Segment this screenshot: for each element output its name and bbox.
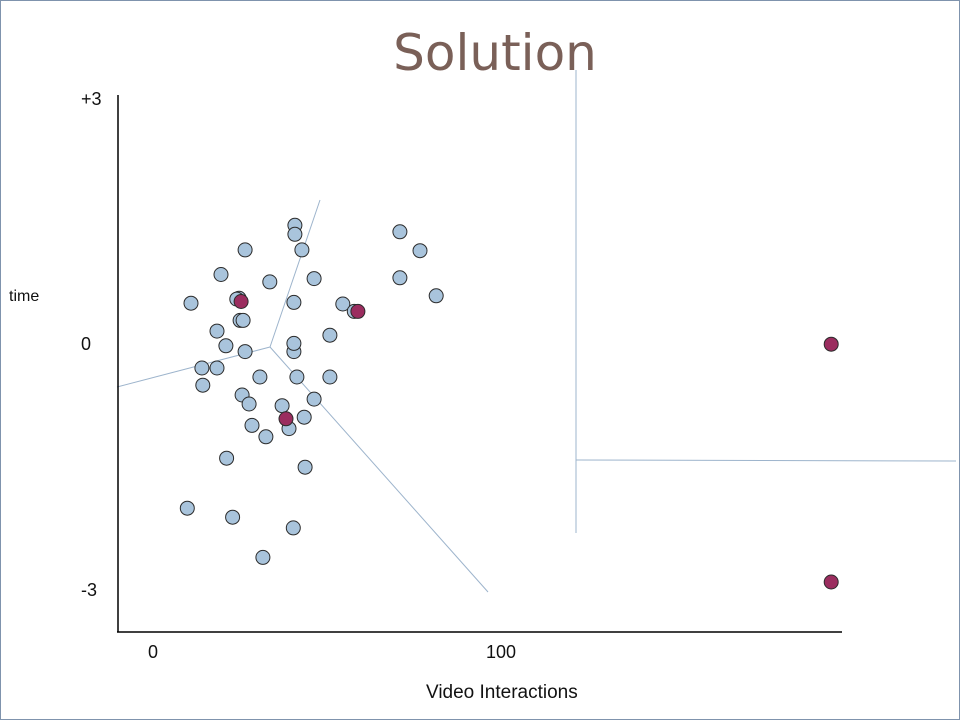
- cluster-point-37: [296, 409, 312, 425]
- cluster-point-8: [262, 274, 278, 290]
- cluster-point-9: [306, 271, 322, 287]
- cluster-point-3: [237, 242, 253, 258]
- cluster-point-34: [306, 391, 322, 407]
- page-title: Solution: [393, 24, 597, 82]
- cluster-point-19: [209, 323, 225, 339]
- cluster-point-35: [241, 396, 257, 412]
- cluster-point-20: [235, 312, 251, 328]
- cluster-point-27: [209, 360, 225, 376]
- cluster-point-11: [428, 288, 444, 304]
- highlight-point-5: [823, 574, 839, 590]
- divider-line-5: [575, 459, 957, 462]
- cluster-point-38: [219, 450, 235, 466]
- cluster-point-31: [195, 377, 211, 393]
- y-tick-label-top: +3: [81, 89, 102, 109]
- data-points: [179, 217, 839, 590]
- cluster-point-44: [285, 520, 301, 536]
- highlight-point-3: [278, 411, 294, 427]
- cluster-point-6: [412, 243, 428, 259]
- divider-line-3: [269, 346, 489, 593]
- cluster-point-14: [286, 294, 302, 310]
- cluster-divider-lines: [116, 70, 957, 593]
- cluster-point-15: [335, 296, 351, 312]
- cluster-point-5: [392, 224, 408, 240]
- highlight-point-2: [350, 303, 366, 319]
- cluster-point-33: [274, 398, 290, 414]
- cluster-point-24: [237, 344, 253, 360]
- cluster-point-7: [213, 267, 229, 282]
- y-axis-label: time: [9, 288, 40, 305]
- cluster-point-10: [392, 270, 408, 286]
- cluster-point-45: [255, 549, 271, 565]
- cluster-point-30: [322, 369, 338, 385]
- cluster-point-41: [297, 459, 313, 475]
- axes: [117, 95, 842, 633]
- cluster-point-16: [183, 295, 199, 311]
- y-tick-label-bottom: -3: [81, 580, 98, 600]
- cluster-point-29: [289, 369, 305, 385]
- divider-line-2: [269, 199, 321, 348]
- cluster-point-42: [179, 500, 195, 516]
- highlight-point-1: [233, 294, 249, 309]
- cluster-point-4: [294, 242, 310, 258]
- cluster-point-26: [194, 360, 210, 376]
- cluster-point-36: [244, 417, 260, 433]
- y-tick-label-middle: 0: [81, 334, 92, 354]
- cluster-point-28: [252, 369, 268, 385]
- cluster-point-40: [258, 429, 274, 445]
- x-axis-label: Video Interactions: [426, 682, 578, 703]
- highlight-point-4: [823, 336, 839, 352]
- cluster-point-22: [322, 327, 338, 343]
- cluster-point-2: [287, 226, 303, 242]
- x-tick-label-start: 0: [148, 642, 159, 662]
- x-tick-label-end: 100: [486, 642, 517, 662]
- cluster-point-25: [286, 335, 302, 351]
- cluster-point-43: [225, 509, 241, 525]
- cluster-point-23: [218, 338, 234, 354]
